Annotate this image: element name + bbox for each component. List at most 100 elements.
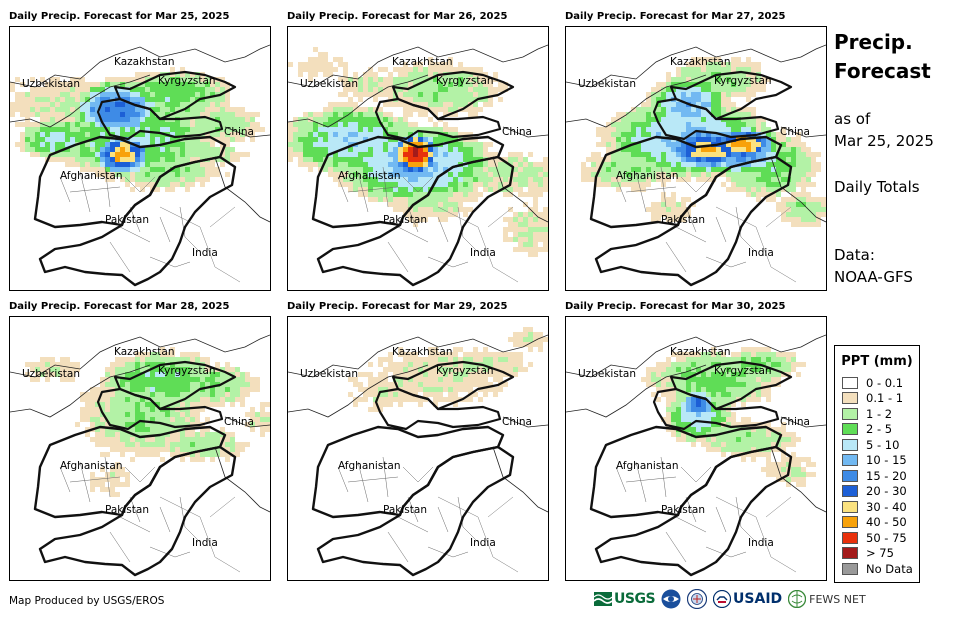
precip-cell bbox=[523, 167, 528, 172]
precip-cell bbox=[200, 437, 205, 442]
precip-cell bbox=[606, 127, 611, 132]
precip-cell bbox=[125, 102, 130, 107]
precip-cell bbox=[403, 392, 408, 397]
precip-cell bbox=[656, 382, 661, 387]
precip-cell bbox=[180, 387, 185, 392]
precip-cell bbox=[195, 82, 200, 87]
precip-cell bbox=[230, 382, 235, 387]
precip-cell bbox=[155, 377, 160, 382]
precip-cell bbox=[528, 227, 533, 232]
precip-cell bbox=[791, 152, 796, 157]
precip-cell bbox=[353, 187, 358, 192]
precip-cell bbox=[265, 427, 270, 432]
forecast-title-line2: Forecast bbox=[834, 59, 931, 83]
precip-cell bbox=[453, 382, 458, 387]
precip-cell bbox=[155, 402, 160, 407]
panel-1: Daily Precip. Forecast for Mar 25, 2025 … bbox=[9, 10, 271, 291]
precip-cell bbox=[726, 82, 731, 87]
precip-cell bbox=[458, 87, 463, 92]
precip-cell bbox=[766, 187, 771, 192]
precip-cell bbox=[771, 157, 776, 162]
precip-cell bbox=[691, 92, 696, 97]
precip-cell bbox=[771, 182, 776, 187]
precip-cell bbox=[736, 147, 741, 152]
precip-cell bbox=[170, 387, 175, 392]
precip-cell bbox=[706, 132, 711, 137]
precip-cell bbox=[210, 372, 215, 377]
precip-cell bbox=[105, 432, 110, 437]
precip-cell bbox=[125, 397, 130, 402]
precip-cell bbox=[245, 387, 250, 392]
precip-cell bbox=[398, 102, 403, 107]
forecast-title: Precip. Forecast bbox=[834, 28, 931, 86]
precip-cell bbox=[378, 77, 383, 82]
precip-cell bbox=[701, 407, 706, 412]
precip-cell bbox=[55, 102, 60, 107]
precip-cell bbox=[671, 432, 676, 437]
legend-swatch bbox=[842, 485, 858, 498]
precip-cell bbox=[468, 172, 473, 177]
precip-cell bbox=[518, 192, 523, 197]
precip-cell bbox=[771, 167, 776, 172]
precip-cell bbox=[821, 202, 826, 207]
precip-cell bbox=[303, 132, 308, 137]
precip-cell bbox=[473, 162, 478, 167]
precip-cell bbox=[701, 372, 706, 377]
precip-cell bbox=[30, 147, 35, 152]
precip-cell bbox=[358, 92, 363, 97]
precip-cell bbox=[398, 72, 403, 77]
precip-cell bbox=[308, 122, 313, 127]
precip-cell bbox=[313, 142, 318, 147]
precip-cell bbox=[626, 182, 631, 187]
precip-cell bbox=[528, 232, 533, 237]
precip-cell bbox=[120, 77, 125, 82]
precip-cell bbox=[418, 152, 423, 157]
precip-cell bbox=[140, 152, 145, 157]
precip-cell bbox=[195, 162, 200, 167]
precip-cell bbox=[671, 87, 676, 92]
precip-cell bbox=[120, 177, 125, 182]
precip-cell bbox=[766, 177, 771, 182]
precip-cell bbox=[671, 147, 676, 152]
precip-cell bbox=[45, 127, 50, 132]
precip-cell bbox=[696, 367, 701, 372]
precip-cell bbox=[736, 112, 741, 117]
precip-cell bbox=[533, 232, 538, 237]
precip-cell bbox=[801, 472, 806, 477]
precip-cell bbox=[621, 132, 626, 137]
precip-cell bbox=[165, 127, 170, 132]
legend-label: 0 - 0.1 bbox=[866, 375, 904, 390]
precip-cell bbox=[786, 477, 791, 482]
precip-cell bbox=[721, 62, 726, 67]
precip-cell bbox=[303, 142, 308, 147]
precip-cell bbox=[646, 132, 651, 137]
precip-cell bbox=[706, 57, 711, 62]
precip-cell bbox=[255, 417, 260, 422]
precip-cell bbox=[453, 72, 458, 77]
precip-cell bbox=[165, 172, 170, 177]
precip-cell bbox=[155, 112, 160, 117]
precip-cell bbox=[120, 87, 125, 92]
precip-cell bbox=[438, 97, 443, 102]
precip-cell bbox=[170, 412, 175, 417]
precip-cell bbox=[45, 92, 50, 97]
precip-cell bbox=[621, 117, 626, 122]
precip-cell bbox=[215, 397, 220, 402]
precip-cell bbox=[140, 97, 145, 102]
precip-cell bbox=[80, 137, 85, 142]
precip-cell bbox=[388, 202, 393, 207]
precip-cell bbox=[95, 137, 100, 142]
precip-cell bbox=[175, 357, 180, 362]
precip-cell bbox=[333, 57, 338, 62]
precip-cell bbox=[731, 107, 736, 112]
precip-cell bbox=[328, 162, 333, 167]
precip-cell bbox=[661, 87, 666, 92]
precip-cell bbox=[215, 167, 220, 172]
precip-cell bbox=[726, 87, 731, 92]
precip-cell bbox=[378, 362, 383, 367]
precip-cell bbox=[298, 132, 303, 137]
precip-cell bbox=[671, 112, 676, 117]
precip-cell bbox=[796, 222, 801, 227]
precip-cell bbox=[308, 117, 313, 122]
precip-cell bbox=[706, 447, 711, 452]
